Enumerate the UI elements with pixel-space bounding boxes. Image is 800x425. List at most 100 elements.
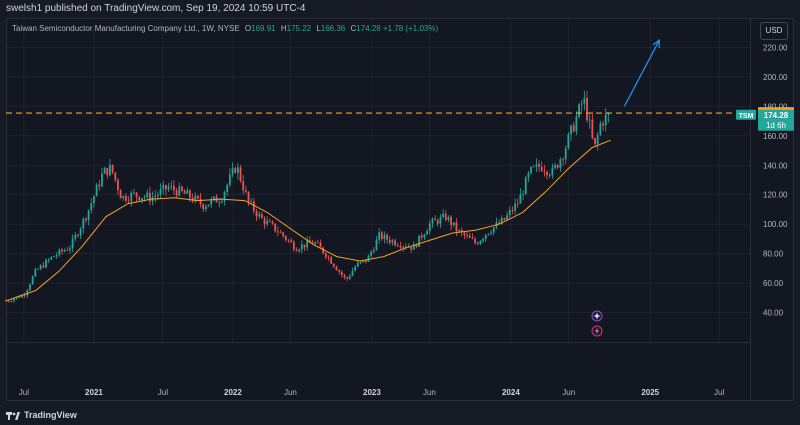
candle-body (117, 179, 119, 191)
candle-body (332, 263, 335, 267)
price-tick-label: 140.00 (763, 161, 788, 170)
candle-body (135, 192, 138, 197)
candle-body (471, 237, 474, 239)
symbol-badge-text: TSM (739, 113, 754, 120)
candle-body (564, 148, 567, 160)
candle-body (244, 190, 247, 192)
candle-body (327, 257, 330, 259)
legend-open-label: O (244, 24, 252, 33)
candle-body (436, 220, 439, 224)
time-tick-label: 2021 (85, 388, 103, 397)
candle-body (500, 217, 503, 224)
candle-body (335, 266, 338, 271)
time-axis-divider (6, 342, 750, 343)
candle-body (468, 235, 471, 238)
candle-body (530, 166, 532, 174)
candle-body (266, 220, 269, 225)
candle-body (255, 211, 258, 217)
candle-body (236, 167, 239, 173)
candle-body (514, 203, 516, 211)
candle-body (276, 231, 279, 233)
tradingview-logo[interactable]: TradingView (6, 410, 77, 420)
candle-body (207, 204, 210, 207)
candle-body (125, 195, 127, 201)
time-tick-label: Jun (284, 388, 297, 397)
candle-body (170, 185, 173, 187)
candle-body (490, 232, 492, 234)
symbol-legend: Taiwan Semiconductor Manufacturing Compa… (12, 24, 438, 33)
candle-body (466, 235, 468, 237)
candle-body (138, 196, 141, 201)
currency-button[interactable]: USD (760, 22, 788, 40)
candle-body (330, 257, 333, 264)
candle-body (162, 185, 165, 189)
candle-body (410, 246, 413, 250)
candle-body (455, 222, 458, 232)
price-axis-divider (750, 18, 751, 401)
candle-body (479, 240, 482, 245)
legend-title: Taiwan Semiconductor Manufacturing Compa… (12, 24, 240, 33)
candle-body (143, 197, 146, 199)
tradingview-logo-icon (6, 411, 20, 420)
candle-body (119, 190, 122, 199)
candle-body (77, 235, 79, 236)
candle-body (74, 235, 77, 239)
candle-body (548, 175, 551, 176)
candle-body (578, 104, 580, 117)
candle-body (178, 186, 181, 196)
candle-body (13, 298, 15, 301)
footer-bar (0, 405, 800, 425)
candle-body (367, 255, 370, 262)
candle-body (173, 185, 175, 191)
candle-body (186, 190, 189, 194)
candle-body (519, 194, 522, 204)
candle-body (103, 167, 106, 174)
candle-body (69, 248, 71, 251)
tradingview-brand: TradingView (24, 410, 77, 420)
time-tick-label: Jun (562, 388, 575, 397)
candle-body (572, 125, 575, 132)
candle-body (181, 186, 183, 191)
candle-body (599, 123, 602, 135)
candle-body (287, 239, 290, 241)
candle-body (199, 198, 202, 205)
time-tick-label: 2025 (641, 388, 659, 397)
candle-body (61, 249, 63, 252)
chart-frame[interactable] (6, 18, 794, 401)
candle-body (223, 192, 226, 202)
candle-body (364, 259, 367, 262)
candle-body (503, 217, 506, 220)
candle-body (423, 234, 426, 238)
moving-average-line (5, 139, 611, 302)
candle-body (130, 192, 133, 202)
candle-body (554, 165, 556, 168)
candle-body (295, 249, 298, 252)
candle-body (114, 172, 117, 180)
candle-body (482, 238, 484, 241)
legend-open-value: 169.91 (251, 24, 276, 33)
legend-high-value: 175.22 (286, 24, 312, 33)
time-tick-label: Jul (158, 388, 168, 397)
candle-body (314, 242, 317, 244)
time-tick-label: 2024 (502, 388, 520, 397)
candle-body (458, 230, 461, 232)
candle-body (428, 223, 431, 232)
candle-body (87, 210, 90, 221)
last-price-text: 174.28 (764, 111, 789, 120)
candle-body (508, 210, 511, 216)
candle-body (298, 249, 301, 252)
publisher-bar: swelsh1 published on TradingView.com, Se… (0, 0, 800, 18)
candle-body (311, 242, 314, 244)
candle-body (93, 196, 95, 204)
candle-body (399, 246, 402, 248)
candle-body (594, 137, 596, 144)
price-tick-label: 100.00 (763, 220, 788, 229)
candle-body (580, 103, 583, 105)
candle-body (5, 300, 7, 302)
candle-body (122, 195, 125, 199)
candle-body (322, 247, 325, 254)
price-tick-label: 60.00 (763, 279, 784, 288)
candle-body (418, 235, 421, 247)
price-tick-label: 180.00 (763, 102, 788, 111)
